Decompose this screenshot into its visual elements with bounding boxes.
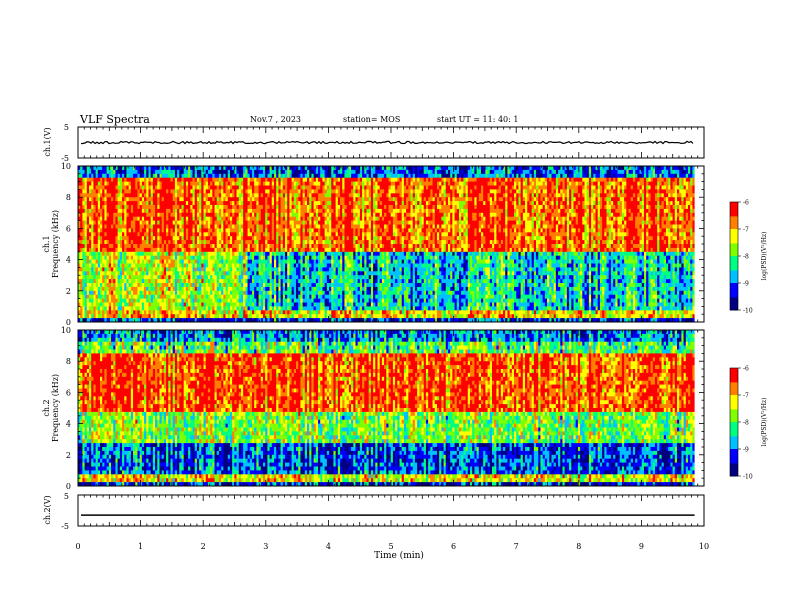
- date-label: Nov.7 , 2023: [250, 115, 301, 124]
- spectrogram-cell: [274, 260, 277, 264]
- spectrogram-cell: [274, 221, 277, 225]
- spectrogram-cell: [274, 197, 277, 201]
- spectrogram-cell: [274, 267, 277, 271]
- spectrogram-cell: [274, 225, 277, 229]
- spectrogram-cell: [274, 228, 277, 232]
- spectrogram-cell: [274, 201, 277, 205]
- spectrogram-cell: [274, 303, 277, 307]
- spectrogram-cell: [274, 295, 277, 299]
- ch1-wave-panel: 5 -5 ch.1(V): [43, 123, 704, 163]
- start-ut-label: start UT = 11: 40: 1: [437, 115, 518, 124]
- spectrogram-cell: [274, 182, 277, 186]
- spectrogram-cell: [274, 193, 277, 197]
- spectrogram-cell: [274, 213, 277, 217]
- spectrogram-cell: [274, 252, 277, 256]
- spectrogram-cell: [274, 166, 277, 170]
- spectrogram-cell: [274, 287, 277, 291]
- spectrogram-cell: [274, 314, 277, 318]
- spectrogram-cell: [274, 205, 277, 209]
- spectrogram-cell: [274, 244, 277, 248]
- station-label: station= MOS: [343, 115, 400, 124]
- ch1-wave-ylabel: ch.1(V): [43, 127, 52, 156]
- spectrogram-cell: [274, 189, 277, 193]
- spectrogram-cell: [274, 264, 277, 268]
- spectrogram-cell: [274, 310, 277, 314]
- spectrogram-cell: [274, 256, 277, 260]
- spectrogram-cell: [274, 232, 277, 236]
- spectrogram-cell: [274, 275, 277, 279]
- spectrogram-cell: [274, 271, 277, 275]
- spectrogram-cell: [274, 170, 277, 174]
- spectrogram-cell: [274, 174, 277, 178]
- spectrogram-cell: [274, 178, 277, 182]
- spectrogram-cell: [274, 186, 277, 190]
- spectrogram-cell: [274, 217, 277, 221]
- spectrogram-cell: [274, 248, 277, 252]
- spectrogram-cell: [274, 240, 277, 244]
- ch1-wave-ytick-top: 5: [64, 123, 69, 132]
- spectrogram-cell: [274, 283, 277, 287]
- ch1-waveform-line: [81, 141, 693, 143]
- figure-title: VLF Spectra: [79, 113, 150, 126]
- spectrogram-cell: [274, 236, 277, 240]
- spectrogram-cell: [274, 291, 277, 295]
- spectrogram-cell: [274, 209, 277, 213]
- spectrogram-cell: [274, 306, 277, 310]
- ch1-spectrogram: [78, 166, 704, 322]
- spectrogram-cell: [274, 279, 277, 283]
- spectrogram-cell: [274, 299, 277, 303]
